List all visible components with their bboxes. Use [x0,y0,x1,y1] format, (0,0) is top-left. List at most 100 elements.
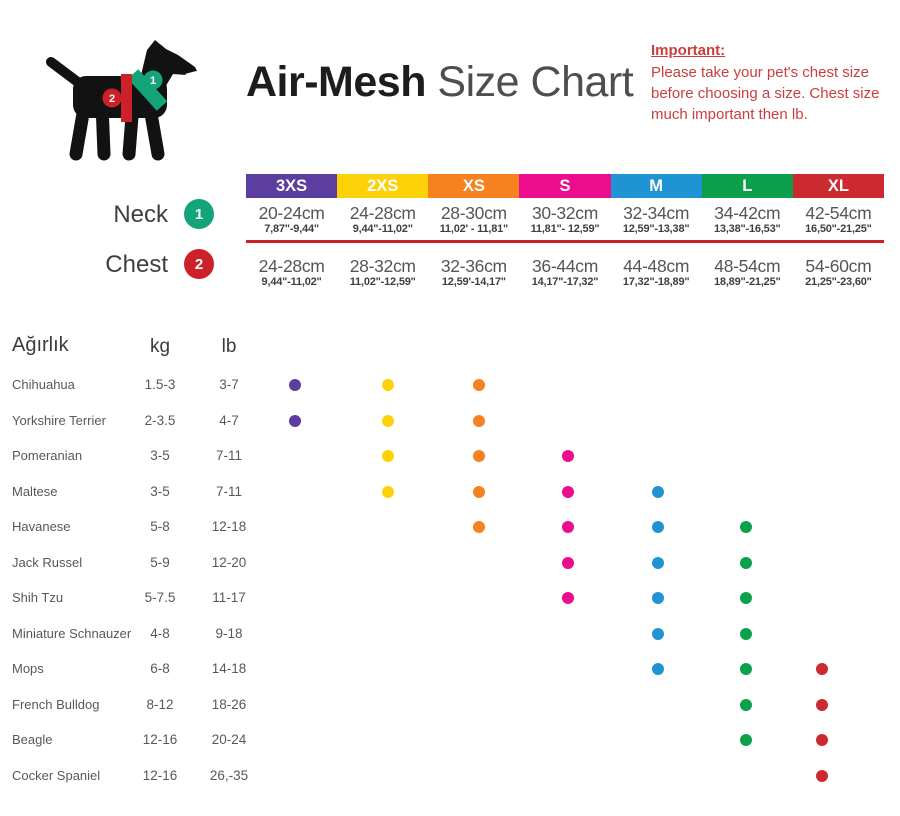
breed-lb-range: 12-18 [211,519,247,534]
chest-values-row: 24-28cm 9,44"-11,02" 28-32cm 11,02"-12,59" 3… [246,256,884,289]
size-dot-xl [816,769,828,782]
size-dot-xs [473,379,485,391]
chest-range-cell-s: 36-44cm 14,17"-17,32" [519,256,610,289]
chest-label: Chest [105,251,168,278]
neck-range-cell-xl: 42-54cm 16,50"-21,25" [793,203,884,236]
breed-row: Chihuahua 1.5-3 3-7 [0,367,900,403]
dog-rear-leg [95,97,111,161]
neck-inch-value: 13,38"-16,53" [713,223,781,235]
chest-cm-value: 48-54cm [714,256,781,276]
size-dot-3xs [289,379,301,391]
chest-marker-circle [102,88,122,108]
neck-range-cell-xs: 28-30cm 11,02' - 11,81" [428,203,519,236]
neck-cm-value: 34-42cm [714,203,781,223]
size-dot-m [652,592,664,604]
size-dot-m [652,521,664,533]
title-brand: Air-Mesh [246,58,426,106]
breed-table-header-lb: lb [221,336,237,357]
neck-marker-badge: 1 [184,199,214,229]
chest-range-cell-xs: 32-36cm 12,59'-14,17" [428,256,519,289]
chest-range-cell-3xs: 24-28cm 9,44"-11,02" [246,256,337,289]
breed-kg-range: 12-16 [142,732,178,747]
size-dot-xs [473,485,485,498]
dog-tail [46,57,84,88]
dog-illustration: 1 2 [46,40,197,161]
breed-lb-range: 14-18 [211,661,247,676]
chest-band [121,74,132,122]
breed-kg-range: 12-16 [142,767,178,783]
neck-cm-value: 42-54cm [805,203,872,223]
breed-kg-range: 6-8 [150,661,170,676]
neck-inch-value: 16,50"-21,25" [805,223,872,235]
size-dot-l [740,521,752,533]
note-line: Please take your pet's chest size [651,64,869,81]
size-dot-xl [816,663,828,675]
breed-name: Mops [12,661,44,676]
size-dot-2xs [382,414,394,427]
dog-front-leg [122,97,140,161]
breed-lb-range: 18-26 [211,696,247,712]
chest-inch-value: 17,32"-18,89" [622,276,690,288]
neck-cm-value: 30-32cm [531,203,598,223]
chest-range-cell-l: 48-54cm 18,89"-21,25" [702,256,793,289]
breed-name: Chihuahua [12,377,75,392]
size-dot-xs [473,450,485,462]
neck-range-cell-2xs: 24-28cm 9,44"-11,02" [337,203,428,236]
size-dot-l [740,698,752,711]
size-dot-2xs [382,379,394,391]
breed-kg-range: 1.5-3 [144,377,176,392]
size-dot-xl [816,698,828,711]
neck-inch-value: 12,59"-13,38" [622,223,690,235]
chest-cm-value: 32-36cm [440,256,507,276]
note-line: before choosing a size. Chest size [651,85,880,102]
breed-lb-range: 12-20 [211,554,247,570]
breed-row: Pomeranian 3-5 7-11 [0,438,900,474]
chest-cm-value: 36-44cm [531,256,598,276]
dog-front-leg [142,95,165,161]
size-header-s: S [519,174,611,198]
breed-name: Jack Russel [12,554,83,570]
note-line: much important then lb. [651,106,808,123]
size-dot-2xs [382,485,394,498]
breed-lb-range: 7-11 [215,448,243,463]
neck-cm-value: 20-24cm [258,203,325,223]
breed-name: French Bulldog [12,696,100,712]
breed-row: Yorkshire Terrier 2-3.5 4-7 [0,403,900,439]
size-dot-xl [816,734,828,746]
size-dot-m [652,485,664,498]
size-dot-s [562,521,574,533]
breed-table-header-weight: Ağırlık [12,334,69,356]
breed-name: Havanese [12,519,71,534]
chest-range-cell-2xs: 28-32cm 11,02"-12,59" [337,256,428,289]
neck-inch-value: 9,44"-11,02" [352,223,413,235]
breed-kg-range: 4-8 [150,625,170,641]
breed-kg-range: 3-5 [150,483,170,499]
breed-lb-range: 9-18 [215,625,243,641]
chest-cm-value: 24-28cm [258,256,325,276]
breed-name: Pomeranian [12,448,83,463]
neck-marker-number: 1 [150,75,156,87]
neck-inch-value: 11,81"- 12,59" [530,223,600,235]
size-dot-2xs [382,450,394,462]
neck-range-cell-3xs: 20-24cm 7,87"-9,44" [246,203,337,236]
size-dot-3xs [289,414,301,427]
chest-inch-value: 11,02"-12,59" [349,276,416,288]
breed-lb-range: 26,-35 [209,767,249,783]
chest-cm-value: 28-32cm [349,256,416,276]
breed-kg-range: 5-7.5 [144,590,176,605]
chest-inch-value: 12,59'-14,17" [441,276,506,288]
breed-name: Maltese [12,483,58,499]
important-note-heading: Important: [651,42,726,59]
breed-name: Cocker Spaniel [12,767,101,783]
title-product: Size Chart [437,58,634,106]
size-dot-m [652,627,664,640]
chest-range-cell-xl: 54-60cm 21,25"-23,60" [793,256,884,289]
size-header-xl: XL [792,174,884,198]
breed-row: Mops 6-8 14-18 [0,651,900,687]
important-note: Important: Please take your pet's chest … [651,40,893,125]
breed-row: Miniature Schnauzer 4-8 9-18 [0,616,900,652]
size-header-xs: XS [428,174,520,198]
neck-inch-value: 7,87"-9,44" [264,223,319,235]
chest-inch-value: 21,25"-23,60" [805,276,872,288]
